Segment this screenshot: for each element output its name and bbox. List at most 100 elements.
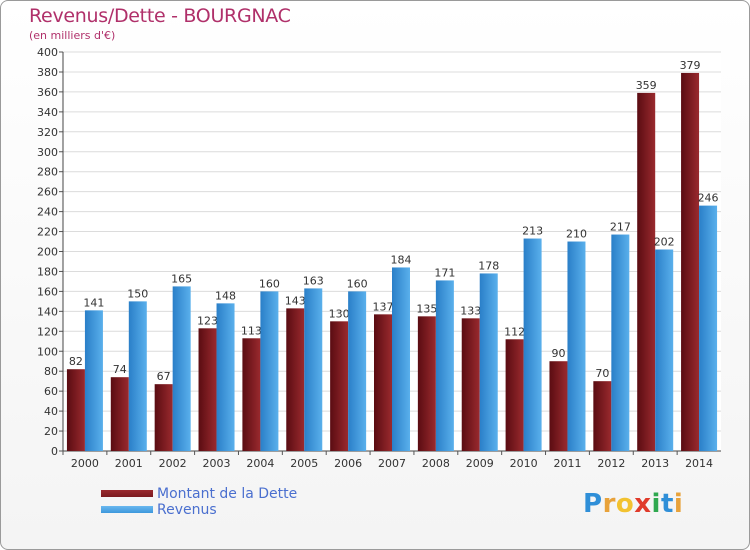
proxiti-logo: Proxiti — [583, 489, 683, 519]
data-label-dette: 70 — [595, 367, 609, 380]
y-tick-label: 140 — [37, 305, 58, 318]
bar-dette — [154, 384, 173, 451]
y-tick-label: 260 — [37, 186, 58, 199]
x-tick-label: 2003 — [203, 457, 231, 470]
data-label-revenus: 148 — [215, 289, 236, 302]
y-tick-label: 380 — [37, 66, 58, 79]
bar-dette — [637, 92, 656, 452]
y-tick-label: 0 — [51, 445, 58, 458]
logo-letter: x — [634, 489, 652, 519]
bar-dette — [374, 314, 392, 451]
bar-dette — [286, 308, 305, 451]
logo-letter: i — [673, 489, 684, 519]
logo-letter: P — [583, 489, 603, 519]
data-label-dette: 133 — [460, 304, 481, 317]
y-tick-label: 60 — [44, 385, 58, 398]
x-tick-label: 2014 — [685, 457, 713, 470]
bar-revenus — [567, 241, 586, 451]
bar-revenus — [216, 303, 235, 451]
x-tick-label: 2005 — [290, 457, 318, 470]
legend-swatch-dette — [101, 490, 153, 497]
logo-letter: i — [651, 489, 661, 519]
data-label-dette: 130 — [329, 307, 350, 320]
data-label-dette: 143 — [285, 294, 306, 307]
bar-dette — [461, 318, 480, 451]
bar-revenus — [84, 310, 103, 451]
bar-revenus — [348, 291, 367, 451]
bar-dette — [549, 361, 568, 451]
y-tick-label: 360 — [37, 86, 58, 99]
y-tick-label: 120 — [37, 325, 58, 338]
legend-label-dette: Montant de la Dette — [157, 486, 298, 502]
data-label-revenus: 178 — [478, 259, 499, 272]
x-tick-label: 2007 — [378, 457, 406, 470]
bar-dette — [330, 321, 349, 451]
data-label-revenus: 184 — [391, 253, 412, 266]
bar-revenus — [392, 267, 410, 451]
y-tick-label: 400 — [37, 46, 58, 59]
bar-dette — [593, 381, 612, 451]
data-label-revenus: 202 — [654, 236, 675, 249]
y-tick-label: 80 — [44, 365, 58, 378]
data-label-revenus: 210 — [566, 228, 587, 241]
bar-dette — [198, 328, 217, 451]
y-tick-label: 200 — [37, 246, 58, 259]
y-tick-label: 240 — [37, 206, 58, 219]
x-tick-label: 2013 — [641, 457, 669, 470]
data-label-dette: 67 — [157, 370, 171, 383]
y-tick-label: 40 — [44, 405, 58, 418]
y-tick-label: 300 — [37, 146, 58, 159]
data-label-revenus: 160 — [259, 277, 280, 290]
y-tick-label: 220 — [37, 226, 58, 239]
bar-dette — [681, 72, 700, 451]
logo-letter: o — [615, 489, 635, 519]
bar-revenus — [611, 234, 630, 451]
data-label-revenus: 171 — [434, 266, 455, 279]
bar-dette — [505, 339, 524, 451]
data-label-dette: 135 — [416, 302, 437, 315]
data-label-dette: 123 — [197, 314, 218, 327]
x-tick-label: 2008 — [422, 457, 450, 470]
y-tick-label: 280 — [37, 166, 58, 179]
bar-revenus — [304, 288, 323, 451]
y-tick-label: 160 — [37, 285, 58, 298]
data-label-dette: 74 — [113, 363, 127, 376]
bar-revenus — [435, 280, 454, 451]
chart-subtitle: (en milliers d'€) — [29, 29, 116, 42]
bar-revenus — [128, 301, 147, 451]
x-tick-label: 2006 — [334, 457, 362, 470]
data-label-dette: 90 — [551, 347, 565, 360]
y-tick-label: 180 — [37, 265, 58, 278]
x-tick-label: 2011 — [553, 457, 581, 470]
logo-letter: r — [602, 489, 616, 519]
data-label-revenus: 163 — [303, 274, 324, 287]
bar-dette — [110, 377, 129, 451]
bar-revenus — [479, 273, 498, 451]
data-label-dette: 137 — [373, 300, 394, 313]
logo-letter: t — [660, 489, 674, 519]
data-label-revenus: 160 — [347, 277, 368, 290]
bar-dette — [417, 316, 436, 451]
chart-title: Revenus/Dette - BOURGNAC — [29, 5, 291, 27]
x-tick-label: 2001 — [115, 457, 143, 470]
x-tick-label: 2009 — [466, 457, 494, 470]
data-label-dette: 113 — [241, 324, 262, 337]
x-tick-label: 2000 — [71, 457, 99, 470]
data-label-revenus: 165 — [171, 272, 192, 285]
bar-revenus — [172, 286, 191, 451]
data-label-dette: 359 — [636, 79, 657, 92]
y-tick-label: 340 — [37, 106, 58, 119]
data-label-revenus: 246 — [698, 192, 719, 205]
data-label-revenus: 150 — [127, 287, 148, 300]
x-tick-label: 2012 — [597, 457, 625, 470]
data-label-dette: 112 — [504, 325, 525, 338]
data-label-dette: 82 — [69, 355, 83, 368]
data-label-dette: 379 — [680, 59, 701, 72]
legend-swatch-revenus — [101, 506, 153, 513]
bar-dette — [66, 369, 85, 451]
data-label-revenus: 213 — [522, 225, 543, 238]
x-tick-label: 2010 — [510, 457, 538, 470]
y-tick-label: 20 — [44, 425, 58, 438]
